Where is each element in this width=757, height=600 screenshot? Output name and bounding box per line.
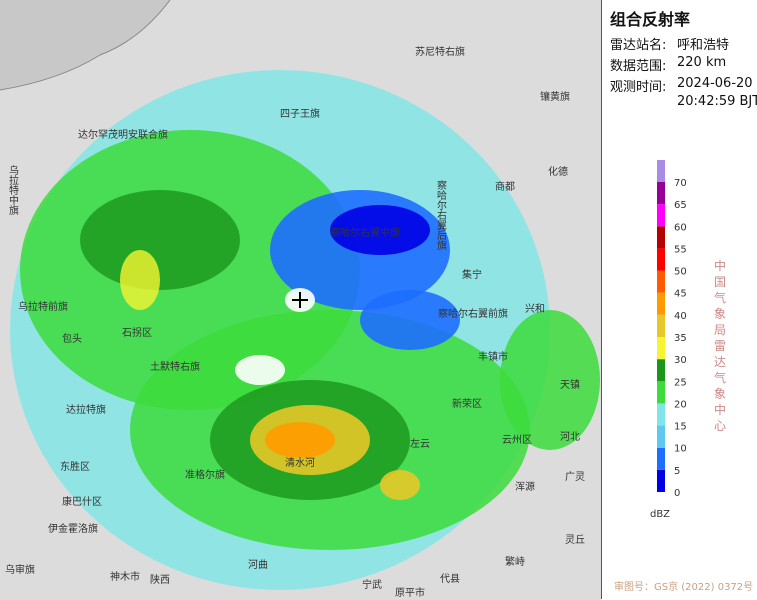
place-label: 伊金霍洛旗: [48, 522, 98, 535]
place-label: 商都: [495, 180, 515, 193]
legend-swatch: [657, 270, 665, 293]
radar-echo: [10, 70, 600, 590]
place-label: 镶黄旗: [540, 90, 570, 103]
place-label: 包头: [62, 332, 82, 345]
radar-site: [292, 292, 308, 308]
credit: 审图号：GS京 (2022) 0372号: [614, 582, 754, 593]
time-date: 2024-06-20: [677, 76, 753, 91]
station-value: 呼和浩特: [677, 38, 730, 53]
echo: [80, 190, 240, 290]
place-label: 天镇: [560, 378, 580, 391]
agency: 中国气象局雷达气象中心: [714, 259, 727, 433]
legend-label: 15: [674, 422, 687, 433]
place-label: 代县: [440, 573, 460, 585]
place-label: 察哈尔右翼中旗: [330, 226, 400, 239]
legend-label: 20: [674, 399, 687, 410]
legend-label: 30: [674, 355, 687, 366]
place-label: 达尔罕茂明安联合旗: [78, 128, 168, 141]
legend-label: 35: [674, 333, 687, 344]
legend-swatch: [657, 182, 665, 205]
legend-label: 70: [674, 178, 687, 189]
range-label: 数据范围:: [610, 59, 667, 74]
echo: [330, 205, 430, 255]
color-legend: dBZ 0 5 10 15 20 25 30 35 40 45 50 55 60 65 70: [650, 160, 687, 520]
legend-label: 65: [674, 200, 687, 211]
legend-swatch: [657, 381, 665, 404]
place-label: 土默特右旗: [150, 360, 200, 373]
legend-swatch: [657, 425, 665, 448]
echo: [265, 422, 335, 458]
place-label: 广灵: [565, 471, 585, 483]
place-label: 左云: [410, 437, 430, 450]
place-label: 原平市: [395, 586, 425, 599]
legend-swatch: [657, 292, 665, 315]
legend-label: 0: [674, 488, 680, 499]
place-label: 神木市: [110, 570, 140, 583]
legend-swatch: [657, 337, 665, 360]
place-label: 康巴什区: [62, 495, 102, 508]
echo: [500, 310, 600, 450]
place-label: 新荣区: [452, 397, 482, 410]
legend-label: 25: [674, 377, 687, 388]
echo: [120, 250, 160, 310]
station-label: 雷达站名:: [610, 38, 667, 53]
place-label: 陕西: [150, 573, 170, 586]
echo: [360, 290, 460, 350]
place-label: 集宁: [462, 268, 482, 281]
place-label: 灵丘: [565, 534, 585, 546]
time-clock: 20:42:59 BJT: [677, 94, 757, 109]
legend-label: 40: [674, 311, 687, 322]
legend-swatch: [657, 160, 665, 182]
legend-label: 50: [674, 267, 687, 278]
place-label: 东胜区: [60, 460, 90, 473]
border: [0, 0, 171, 91]
place-label: 乌审旗: [5, 563, 35, 576]
legend-swatch: [657, 314, 665, 337]
range-value: 220 km: [677, 55, 727, 70]
place-label: 兴和: [525, 303, 545, 315]
title: 组合反射率: [610, 10, 691, 29]
place-label: 化德: [548, 165, 568, 178]
place-label: 宁武: [362, 578, 382, 591]
legend-swatch: [657, 359, 665, 382]
place-label: 察哈尔右翼前旗: [438, 307, 508, 320]
legend-label: 5: [674, 466, 680, 477]
time-label: 观测时间:: [610, 80, 667, 95]
place-label: 丰镇市: [478, 350, 508, 363]
place-label: 云州区: [502, 434, 532, 446]
legend-label: 45: [674, 289, 687, 300]
echo: [380, 470, 420, 500]
place-label: 河北: [560, 431, 580, 443]
place-label: 乌拉特前旗: [18, 300, 68, 313]
legend-label: 55: [674, 244, 687, 255]
legend-swatch: [657, 403, 665, 426]
legend-label: 60: [674, 222, 687, 233]
place-label: 浑源: [515, 480, 535, 493]
place-label: 繁峙: [505, 555, 525, 568]
legend-swatch: [657, 248, 665, 271]
legend-swatch: [657, 447, 665, 470]
legend-unit: dBZ: [650, 509, 670, 520]
legend-swatch: [657, 226, 665, 249]
place-label: 四子王旗: [280, 107, 320, 120]
legend-swatch: [657, 204, 665, 227]
place-label: 苏尼特右旗: [415, 45, 465, 58]
place-label: 乌拉特中旗: [7, 164, 19, 216]
place-label: 准格尔旗: [185, 468, 225, 481]
info-panel: 组合反射率 雷达站名: 呼和浩特 数据范围: 220 km 观测时间: 2024…: [601, 0, 757, 599]
place-label: 察哈尔右翼后旗: [435, 179, 447, 251]
place-label: 石拐区: [122, 326, 152, 339]
legend-swatch: [657, 469, 665, 492]
legend-label: 10: [674, 444, 687, 455]
place-label: 清水河: [285, 456, 315, 469]
place-label: 河曲: [248, 559, 268, 571]
no-echo: [235, 355, 285, 385]
place-label: 达拉特旗: [66, 403, 106, 416]
border-region: [0, 0, 170, 90]
